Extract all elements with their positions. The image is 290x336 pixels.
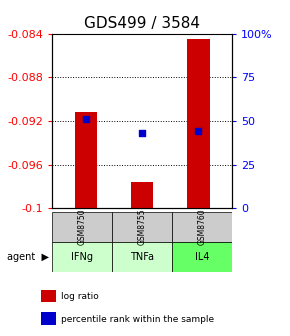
Bar (75, 112, 97, 208)
Title: GDS499 / 3584: GDS499 / 3584 (84, 16, 200, 31)
Text: GSM8755: GSM8755 (137, 208, 147, 245)
FancyBboxPatch shape (172, 212, 232, 242)
Bar (187, 39, 210, 208)
Text: log ratio: log ratio (61, 292, 99, 301)
Point (196, 129, 201, 134)
Bar (41, 290, 56, 302)
Text: GSM8760: GSM8760 (197, 208, 206, 245)
Text: IL4: IL4 (195, 252, 209, 262)
FancyBboxPatch shape (172, 242, 232, 272)
Text: TNFa: TNFa (130, 252, 154, 262)
Text: agent  ▶: agent ▶ (7, 252, 49, 262)
Bar (41, 312, 56, 325)
Text: GSM8750: GSM8750 (78, 208, 87, 245)
FancyBboxPatch shape (112, 212, 172, 242)
Point (140, 130, 144, 136)
Text: percentile rank within the sample: percentile rank within the sample (61, 314, 214, 324)
FancyBboxPatch shape (112, 242, 172, 272)
Text: IFNg: IFNg (71, 252, 93, 262)
Point (84, 117, 88, 122)
FancyBboxPatch shape (52, 212, 112, 242)
Bar (131, 182, 153, 208)
FancyBboxPatch shape (52, 242, 112, 272)
